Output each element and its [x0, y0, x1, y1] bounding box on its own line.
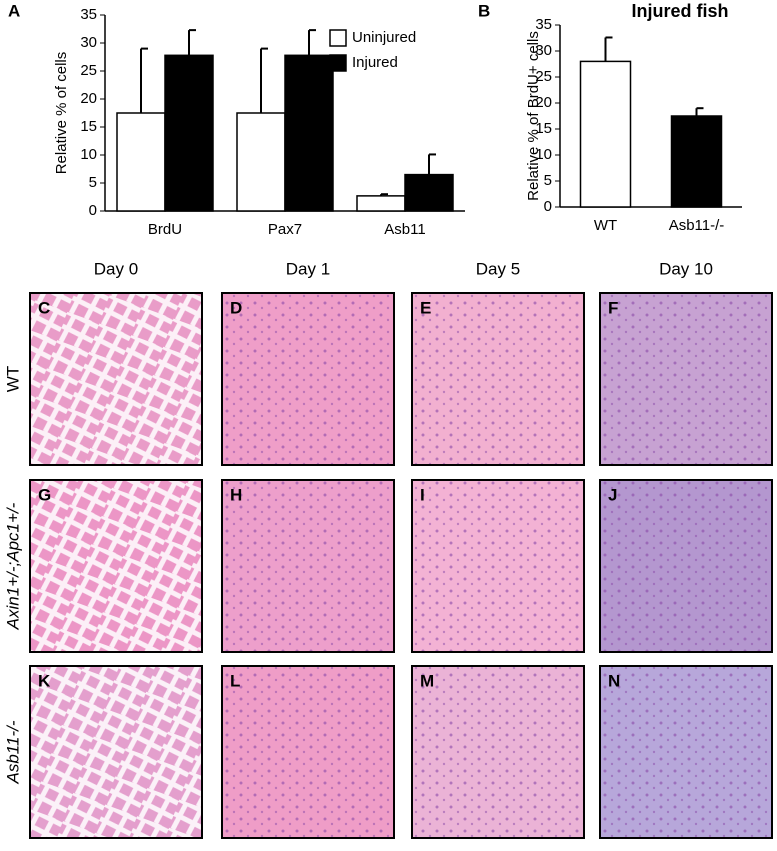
x-tick-label: WT	[594, 217, 617, 234]
legend-swatch	[329, 29, 347, 47]
x-tick-label: Asb11	[384, 221, 425, 238]
x-tick-label: Asb11-/-	[669, 217, 725, 234]
column-label: Day 1	[286, 259, 330, 278]
micrograph-frame	[221, 292, 395, 466]
panel-label: L	[230, 671, 240, 690]
micrograph-frame	[411, 479, 585, 653]
row-label: WT	[3, 366, 22, 392]
bar	[116, 112, 166, 212]
bar	[284, 54, 334, 212]
micrograph-frame	[411, 292, 585, 466]
bar	[356, 195, 406, 212]
y-tick-label: 25	[535, 68, 552, 85]
x-tick-label: BrdU	[148, 221, 182, 238]
micrograph-texture	[30, 293, 202, 465]
micrograph-texture	[600, 480, 772, 652]
y-tick-label: 15	[80, 118, 97, 135]
micrograph-texture	[222, 666, 394, 838]
bar	[579, 60, 632, 208]
y-tick-label: 5	[544, 172, 552, 189]
micrograph-frame	[29, 292, 203, 466]
bar	[236, 112, 286, 212]
legend-label: Uninjured	[352, 29, 416, 46]
y-tick-label: 0	[89, 202, 97, 219]
y-axis-label: Relative % of BrdU+ cells	[525, 31, 542, 201]
micrograph-frame	[221, 665, 395, 839]
y-tick-label: 10	[80, 146, 97, 163]
panel-label: A	[8, 1, 20, 20]
panel-label: E	[420, 298, 431, 317]
panel-label: B	[478, 1, 490, 20]
column-label: Day 10	[659, 259, 713, 278]
bar	[670, 115, 723, 208]
y-tick-label: 25	[80, 62, 97, 79]
column-label: Day 0	[94, 259, 138, 278]
y-axis-label: Relative % of cells	[53, 52, 70, 175]
row-label: Axin1+/-;Apc1+/-	[3, 502, 22, 630]
x-tick-label: Pax7	[268, 221, 302, 238]
y-tick-label: 20	[535, 94, 552, 111]
y-tick-label: 15	[535, 120, 552, 137]
column-label: Day 5	[476, 259, 520, 278]
bar	[404, 173, 454, 212]
y-tick-label: 0	[544, 198, 552, 215]
panel-label: F	[608, 298, 618, 317]
y-tick-label: 10	[535, 146, 552, 163]
micrograph-texture	[412, 293, 584, 465]
panel-label: G	[38, 485, 51, 504]
panel-label: H	[230, 485, 242, 504]
micrograph-texture	[412, 480, 584, 652]
micrograph-texture	[600, 666, 772, 838]
micrograph-frame	[599, 479, 773, 653]
panel-label: K	[38, 671, 51, 690]
row-label: Asb11-/-	[3, 720, 22, 784]
panel-label: M	[420, 671, 434, 690]
micrograph-texture	[30, 480, 202, 652]
y-tick-label: 30	[80, 34, 97, 51]
y-tick-label: 20	[80, 90, 97, 107]
y-tick-label: 30	[535, 42, 552, 59]
chart-title: Injured fish	[631, 1, 728, 21]
panel-label: N	[608, 671, 620, 690]
y-tick-label: 35	[80, 6, 97, 23]
micrograph-texture	[600, 293, 772, 465]
y-tick-label: 35	[535, 16, 552, 33]
micrograph-texture	[30, 666, 202, 838]
micrograph-frame	[29, 479, 203, 653]
micrograph-frame	[599, 665, 773, 839]
micrograph-frame	[221, 479, 395, 653]
panel-label: D	[230, 298, 242, 317]
micrograph-texture	[222, 480, 394, 652]
legend-swatch	[329, 54, 347, 72]
bar	[164, 54, 214, 212]
micrograph-texture	[222, 293, 394, 465]
y-tick-label: 5	[89, 174, 97, 191]
panel-label: C	[38, 298, 50, 317]
micrograph-frame	[599, 292, 773, 466]
panel-label: I	[420, 485, 425, 504]
panel-label: J	[608, 485, 617, 504]
micrograph-texture	[412, 666, 584, 838]
micrograph-frame	[411, 665, 585, 839]
legend-label: Injured	[352, 54, 398, 71]
micrograph-frame	[29, 665, 203, 839]
